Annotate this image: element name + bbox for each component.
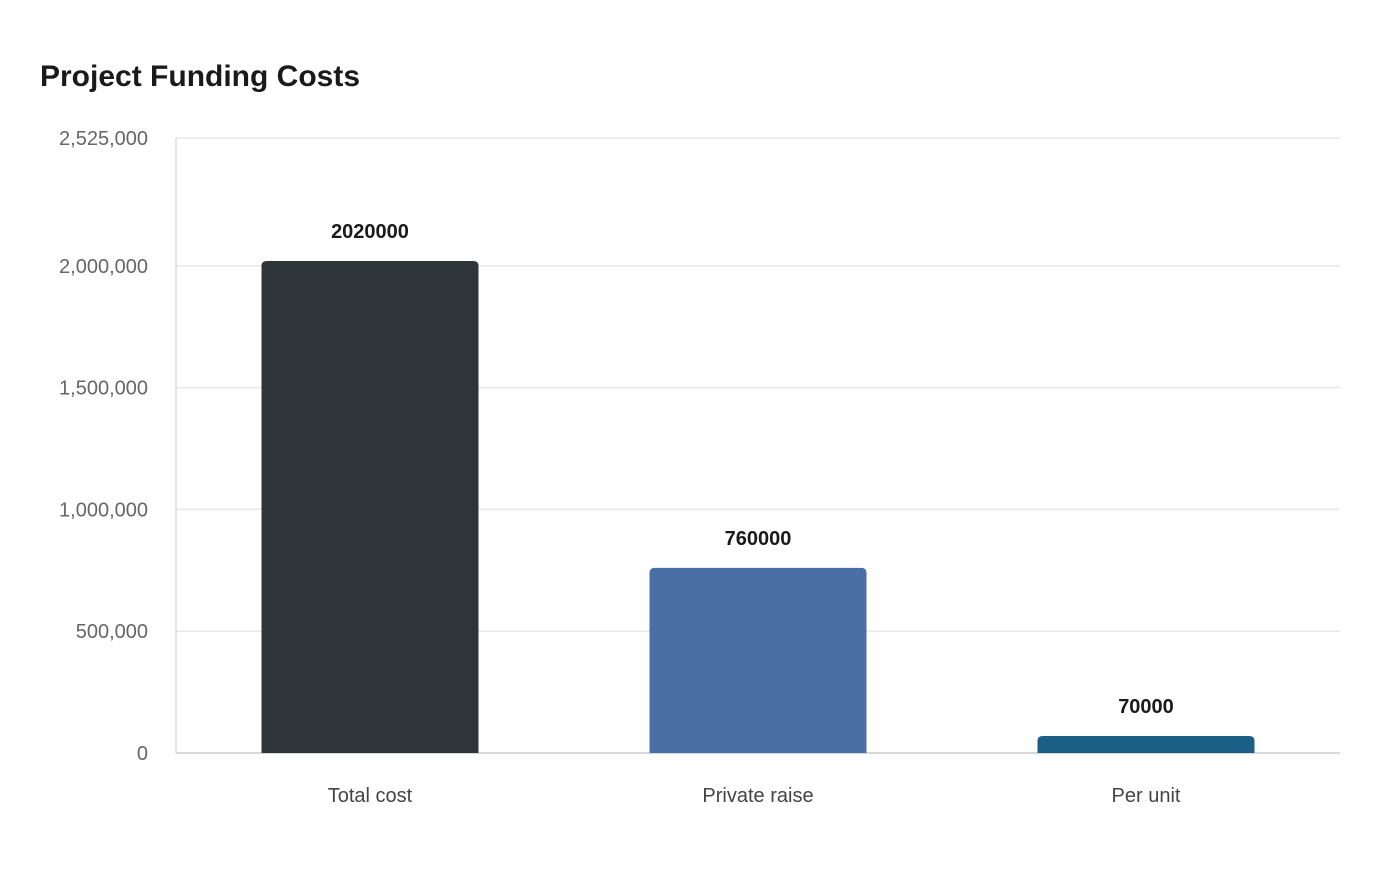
x-category-label: Private raise (702, 785, 813, 807)
bars (261, 261, 1255, 753)
y-tick-label: 1,000,000 (59, 499, 148, 521)
bar-private-raise (649, 567, 867, 753)
chart-title: Project Funding Costs (40, 60, 361, 93)
x-category-label: Per unit (1112, 785, 1181, 807)
bar-value-label: 760000 (725, 528, 792, 550)
y-axis-ticks: 0 500,000 1,000,000 1,500,000 2,000,000 2,525… (59, 128, 148, 765)
bar-total-cost (261, 261, 479, 753)
bar-value-label: 70000 (1118, 696, 1174, 718)
bar-value-label: 2020000 (331, 221, 409, 243)
y-tick-label: 1,500,000 (59, 378, 148, 400)
y-tick-label: 2,000,000 (59, 256, 148, 278)
y-tick-label: 0 (137, 743, 148, 765)
value-labels: 2020000 760000 70000 (331, 221, 1174, 718)
bar-per-unit (1037, 735, 1255, 753)
x-axis-categories: Total cost Private raise Per unit (328, 785, 1181, 807)
y-tick-label: 2,525,000 (59, 128, 148, 150)
x-category-label: Total cost (328, 785, 413, 807)
y-tick-label: 500,000 (76, 621, 148, 643)
